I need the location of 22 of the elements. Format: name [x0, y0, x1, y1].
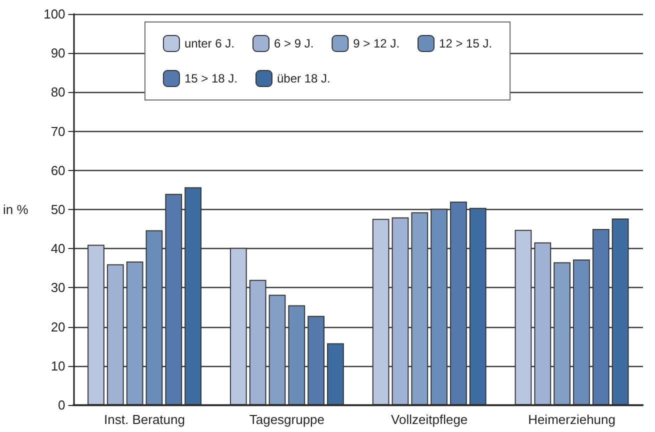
y-tick-label: 90 [50, 46, 66, 61]
y-tick-label: 10 [50, 358, 66, 374]
x-tick-label: Tagesgruppe [249, 412, 325, 427]
y-tick-label: 40 [50, 241, 66, 256]
y-tick-label: 60 [50, 162, 66, 178]
x-tick-label: Inst. Beratung [104, 412, 185, 427]
x-tick-label: Heimerziehung [528, 412, 616, 427]
y-tick-label: 100 [44, 6, 66, 22]
legend-label: 6 > 9 J. [274, 36, 314, 50]
legend-label: unter 6 J. [184, 36, 234, 50]
legend-label: 12 > 15 J. [439, 36, 492, 50]
y-tick-label: 50 [50, 202, 66, 217]
y-axis-title: in % [2, 202, 29, 217]
y-tick-label: 80 [50, 84, 66, 100]
y-tick-label: 20 [50, 319, 66, 334]
x-tick-label: Vollzeitpflege [391, 412, 468, 427]
y-tick-label: 30 [50, 280, 66, 296]
legend-label: 15 > 18 J. [184, 72, 238, 86]
y-tick-label: 70 [50, 124, 66, 139]
legend-label: über 18 J. [276, 72, 330, 86]
y-tick-label: 0 [58, 398, 66, 412]
legend-label: 9 > 12 J. [353, 36, 400, 50]
